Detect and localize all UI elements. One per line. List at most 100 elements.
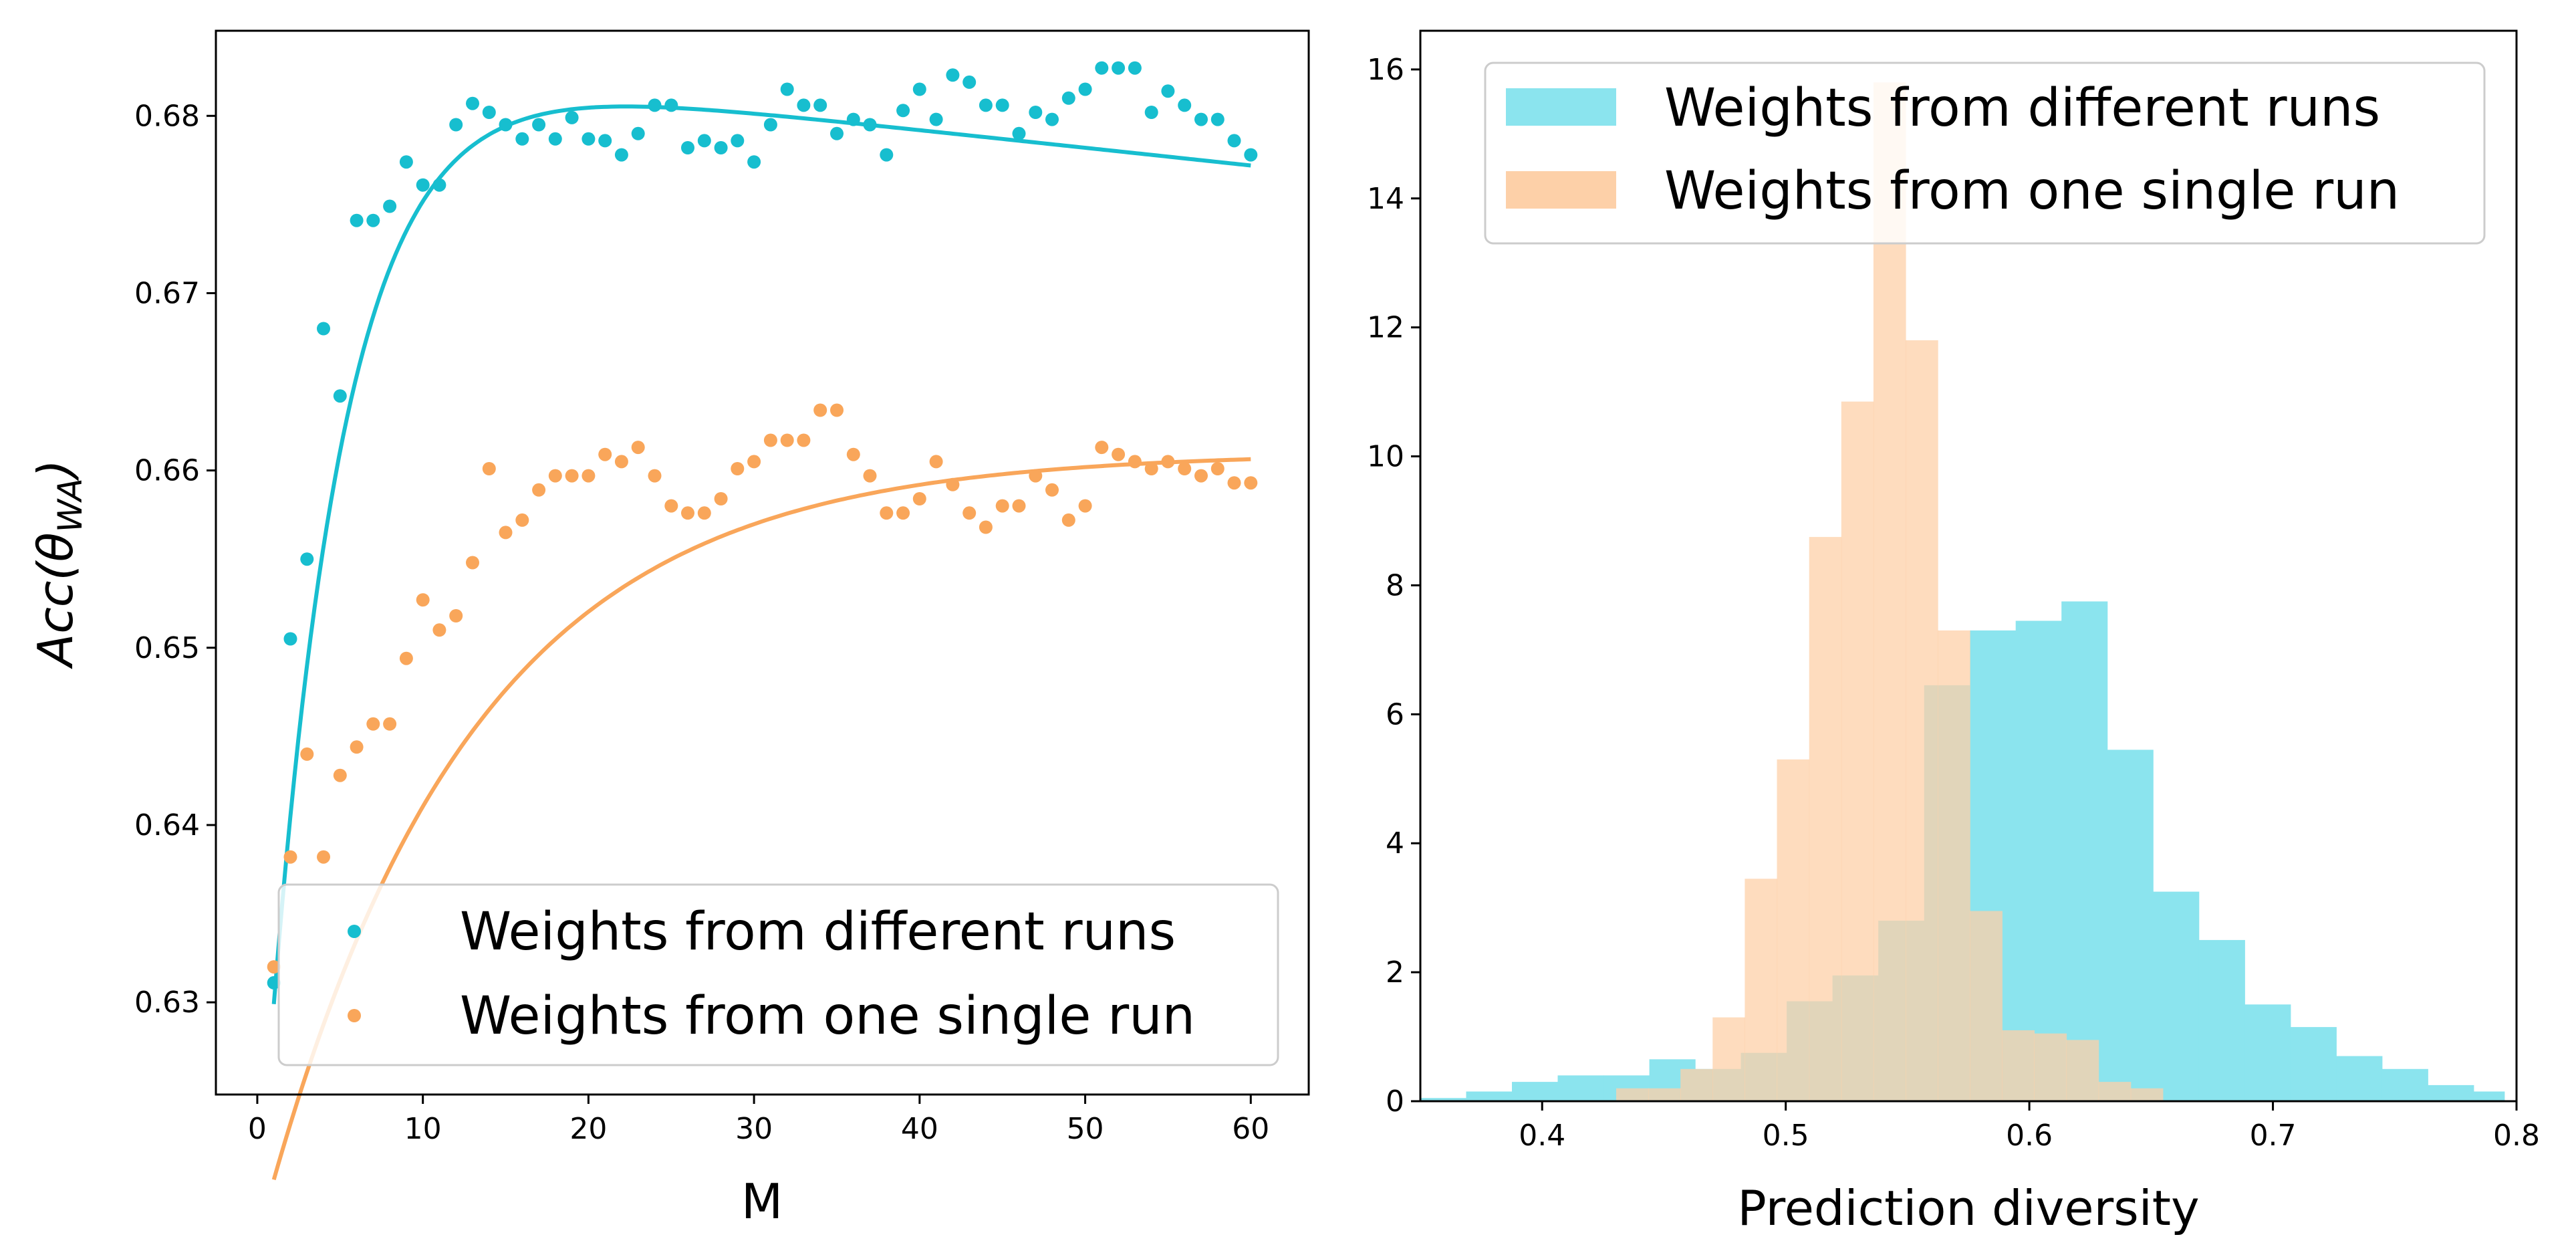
scatter-point-1-56 bbox=[1194, 469, 1208, 483]
fit-curve-0 bbox=[271, 104, 1251, 1005]
right-y-tick-label-7: 14 bbox=[1367, 182, 1404, 216]
scatter-point-1-30 bbox=[763, 433, 777, 447]
scatter-point-0-19 bbox=[582, 132, 596, 146]
right-y-tick-label-1: 2 bbox=[1386, 955, 1404, 990]
scatter-point-0-41 bbox=[946, 68, 960, 82]
accuracy-scatter-plot: 0 10 20 30 40 50 600.630.640.650.660.670.68 M … bbox=[27, 29, 1310, 1230]
right-y-tick-label-2: 4 bbox=[1386, 826, 1404, 861]
scatter-point-0-53 bbox=[1144, 106, 1158, 119]
scatter-point-1-15 bbox=[515, 513, 529, 527]
left-legend-marker-different-runs bbox=[348, 925, 361, 938]
hist-bar-0-23 bbox=[2473, 1091, 2505, 1101]
scatter-point-0-13 bbox=[482, 106, 496, 119]
scatter-point-0-57 bbox=[1210, 112, 1225, 126]
left-y-tick-label-1: 0.64 bbox=[134, 808, 200, 842]
hist-bar-0-16 bbox=[2153, 891, 2200, 1101]
scatter-point-0-3 bbox=[317, 322, 330, 336]
scatter-point-0-26 bbox=[697, 134, 711, 148]
hist-bar-1-4 bbox=[1745, 879, 1778, 1101]
scatter-point-0-14 bbox=[499, 118, 513, 132]
scatter-point-0-39 bbox=[912, 82, 926, 96]
hist-bar-0-14 bbox=[2061, 601, 2108, 1101]
scatter-point-1-20 bbox=[598, 447, 612, 461]
scatter-point-1-44 bbox=[995, 499, 1009, 513]
scatter-point-1-36 bbox=[863, 469, 877, 483]
scatter-point-1-27 bbox=[714, 492, 728, 505]
scatter-point-1-22 bbox=[631, 441, 645, 455]
scatter-point-0-24 bbox=[664, 98, 678, 112]
scatter-point-0-28 bbox=[731, 134, 745, 148]
scatter-point-1-9 bbox=[416, 593, 430, 607]
scatter-point-0-51 bbox=[1112, 61, 1126, 75]
fit-curve-1 bbox=[271, 457, 1251, 1181]
scatter-point-1-51 bbox=[1112, 447, 1126, 461]
scatter-point-0-15 bbox=[515, 132, 529, 146]
hist-bar-1-14 bbox=[2066, 1040, 2099, 1101]
scatter-point-0-12 bbox=[466, 96, 479, 110]
scatter-point-0-27 bbox=[714, 141, 728, 154]
left-legend-label-different-runs: Weights from different runs bbox=[460, 902, 1176, 962]
scatter-point-1-40 bbox=[929, 455, 943, 469]
scatter-point-0-42 bbox=[962, 75, 977, 89]
right-x-tick-label-3: 0.7 bbox=[2250, 1119, 2297, 1153]
left-x-tick-label-2: 20 bbox=[569, 1112, 607, 1146]
scatter-point-1-21 bbox=[614, 455, 628, 469]
scatter-point-1-8 bbox=[399, 651, 413, 665]
scatter-point-1-34 bbox=[830, 403, 844, 417]
scatter-point-1-54 bbox=[1161, 455, 1175, 469]
scatter-point-0-20 bbox=[598, 134, 612, 148]
hist-bar-1-1 bbox=[1648, 1088, 1681, 1101]
scatter-point-0-16 bbox=[532, 118, 546, 132]
scatter-point-1-33 bbox=[813, 403, 827, 417]
left-y-tick-label-2: 0.65 bbox=[134, 631, 200, 665]
left-y-tick-label-4: 0.67 bbox=[134, 276, 200, 310]
scatter-point-0-0 bbox=[267, 976, 281, 990]
scatter-point-1-29 bbox=[747, 455, 761, 469]
hist-bar-0-19 bbox=[2290, 1027, 2337, 1101]
right-y-tick-label-5: 10 bbox=[1367, 440, 1404, 474]
scatter-point-0-33 bbox=[813, 98, 827, 112]
hist-bar-1-9 bbox=[1906, 340, 1938, 1101]
right-y-tick-label-4: 8 bbox=[1386, 568, 1404, 602]
scatter-point-1-52 bbox=[1128, 455, 1142, 469]
scatter-point-1-31 bbox=[780, 433, 794, 447]
scatter-point-1-47 bbox=[1045, 483, 1059, 497]
scatter-point-1-13 bbox=[482, 462, 496, 475]
scatter-point-1-4 bbox=[333, 768, 347, 782]
left-legend-label-single-run: Weights from one single run bbox=[460, 986, 1195, 1046]
scatter-point-1-12 bbox=[466, 556, 479, 570]
left-x-axis-label: M bbox=[741, 1173, 783, 1230]
scatter-point-0-43 bbox=[979, 98, 993, 112]
right-plot-ticks: 0.4 0.5 0.6 0.7 0.8 0 2 4 6 8 10 12 14 16 bbox=[1367, 53, 2540, 1153]
left-y-tick-label-0: 0.63 bbox=[134, 986, 200, 1020]
scatter-point-0-1 bbox=[283, 632, 297, 646]
hist-bar-0-20 bbox=[2336, 1056, 2383, 1101]
scatter-point-1-28 bbox=[731, 462, 745, 475]
hist-bar-1-6 bbox=[1809, 537, 1842, 1101]
right-x-tick-label-4: 0.8 bbox=[2493, 1119, 2540, 1153]
scatter-point-1-16 bbox=[532, 483, 546, 497]
scatter-point-0-36 bbox=[863, 118, 877, 132]
scatter-point-1-37 bbox=[880, 506, 894, 520]
scatter-point-0-52 bbox=[1128, 61, 1142, 75]
hist-bar-1-15 bbox=[2098, 1082, 2132, 1101]
scatter-point-1-46 bbox=[1029, 469, 1043, 483]
right-legend-swatch-different-runs bbox=[1506, 88, 1616, 126]
hist-bar-0-0 bbox=[1420, 1098, 1467, 1101]
hist-bar-1-0 bbox=[1616, 1088, 1649, 1101]
scatter-point-1-49 bbox=[1078, 499, 1092, 513]
scatter-point-0-22 bbox=[631, 126, 645, 140]
scatter-point-1-5 bbox=[350, 740, 364, 754]
scatter-point-0-48 bbox=[1061, 91, 1075, 105]
scatter-point-1-6 bbox=[366, 717, 380, 731]
scatter-point-0-50 bbox=[1095, 61, 1109, 75]
right-legend-box bbox=[1484, 62, 2486, 245]
scatter-point-1-26 bbox=[697, 506, 711, 520]
scatter-point-1-3 bbox=[317, 850, 330, 864]
scatter-point-0-29 bbox=[747, 155, 761, 169]
scatter-point-0-58 bbox=[1227, 134, 1241, 148]
right-plot-marks bbox=[1420, 82, 2505, 1102]
right-legend-label-different-runs: Weights from different runs bbox=[1664, 78, 2380, 138]
scatter-point-1-11 bbox=[449, 609, 463, 622]
scatter-point-0-30 bbox=[763, 118, 777, 132]
